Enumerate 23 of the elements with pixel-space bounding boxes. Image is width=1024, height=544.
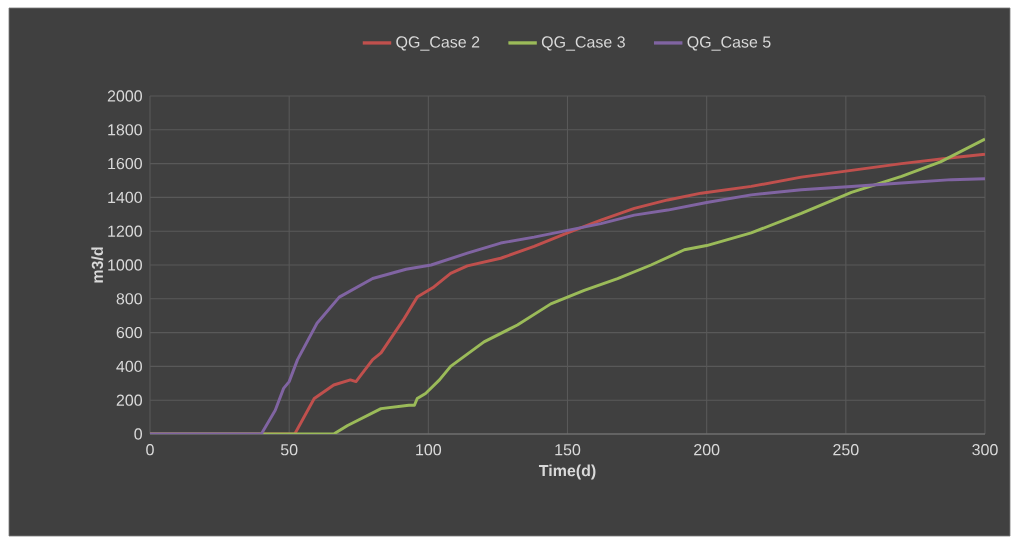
x-tick-label: 150	[555, 444, 581, 456]
x-tick-label: 300	[972, 444, 998, 456]
x-tick-label: 50	[280, 444, 298, 456]
x-axis-title: Time(d)	[538, 464, 596, 480]
y-tick-label: 1200	[108, 225, 142, 237]
y-tick-label: 2000	[107, 90, 142, 102]
x-tick-label: 250	[833, 444, 859, 456]
y-tick-label: 1600	[108, 157, 142, 170]
x-tick-label: 100	[416, 444, 442, 456]
x-tick-label: 0	[146, 444, 154, 456]
legend-label: QG_Case 3	[541, 36, 625, 51]
y-tick-label: 200	[116, 394, 143, 406]
y-tick-label: 0	[134, 428, 143, 440]
legend-label: QG_Case 5	[687, 36, 771, 51]
y-tick-label: 1800	[108, 124, 142, 136]
y-tick-label: 1400	[108, 191, 142, 204]
y-axis-title: m3/d	[91, 247, 104, 283]
y-tick-label: 800	[116, 293, 143, 305]
legend-label: QG_Case 2	[396, 36, 480, 51]
y-tick-label: 1000	[108, 259, 142, 271]
y-tick-label: 400	[116, 360, 143, 373]
y-tick-label: 600	[116, 326, 143, 339]
x-tick-label: 200	[694, 444, 720, 456]
